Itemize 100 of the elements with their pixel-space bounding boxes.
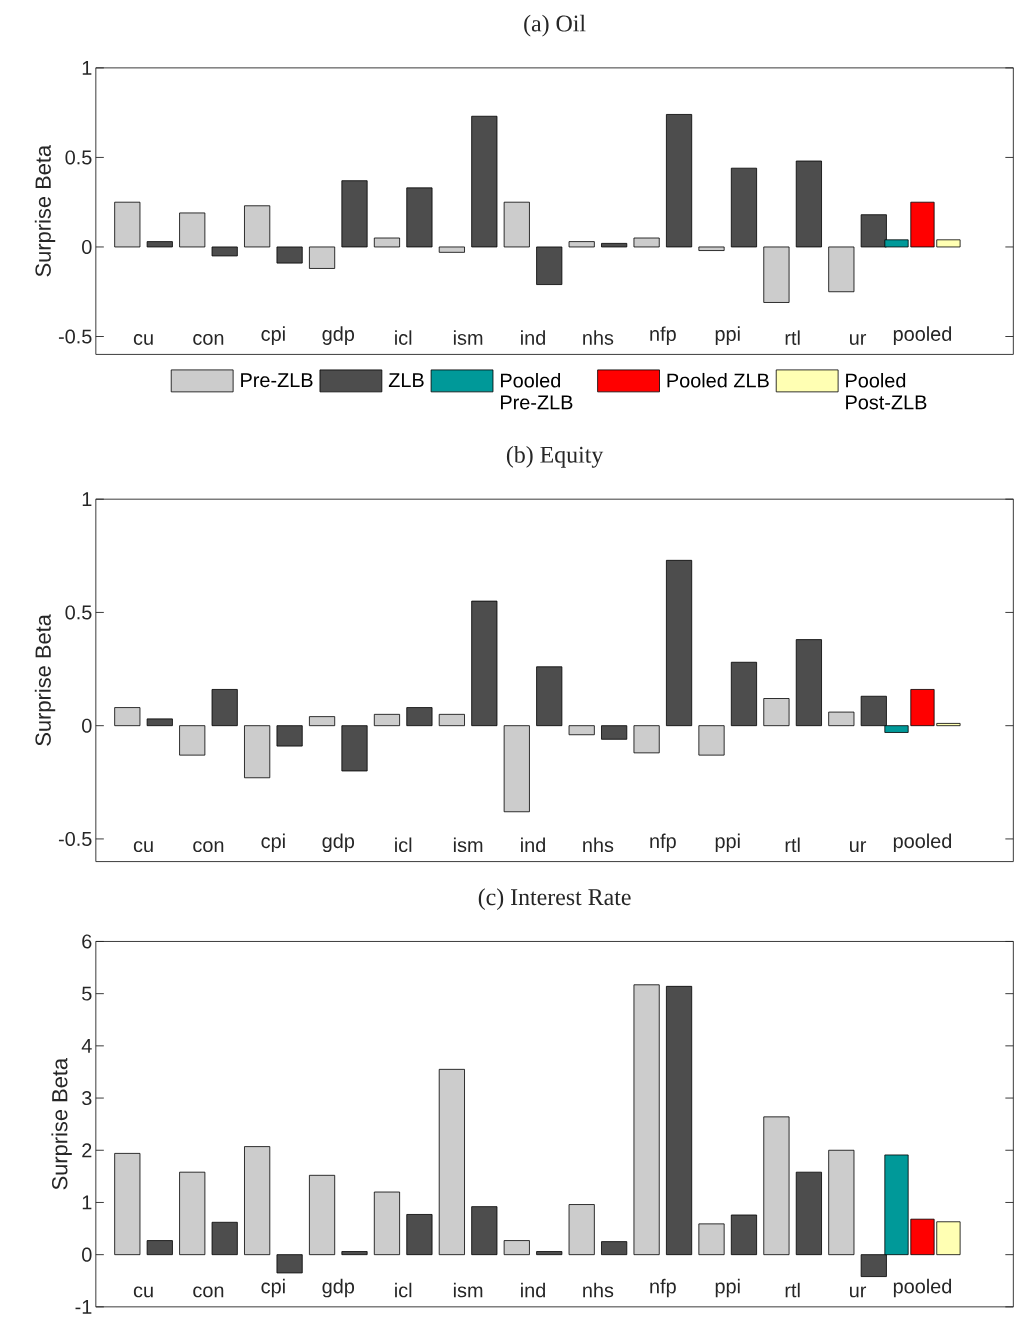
bar bbox=[146, 1240, 173, 1256]
y-tick-label: 1 bbox=[82, 61, 92, 75]
bar bbox=[373, 237, 400, 248]
x-tick-label: pooled bbox=[893, 1278, 951, 1298]
bar bbox=[633, 984, 660, 1256]
x-tick-label: cu bbox=[133, 1286, 153, 1298]
x-tick-label: gdp bbox=[322, 833, 354, 853]
bar bbox=[471, 600, 498, 727]
bar bbox=[179, 725, 206, 756]
x-tick-label: nfp bbox=[650, 833, 676, 853]
bar bbox=[179, 212, 206, 248]
x-tick-label: rtl bbox=[785, 1282, 800, 1298]
x-tick-label: nfp bbox=[650, 326, 676, 345]
legend-label: Pre-ZLB bbox=[240, 373, 313, 388]
y-tick-label: 1 bbox=[82, 492, 92, 507]
y-tick-label: 1 bbox=[82, 1195, 92, 1210]
x-tick-label: icl bbox=[394, 837, 412, 853]
bar bbox=[114, 201, 141, 248]
y-axis-title: Surprise Beta bbox=[34, 614, 56, 746]
y-tick-label: 0 bbox=[81, 239, 92, 254]
x-tick-label: icl bbox=[394, 330, 412, 345]
x-tick-label: pooled bbox=[893, 326, 951, 345]
x-tick-label: gdp bbox=[322, 326, 354, 345]
bar bbox=[243, 205, 271, 248]
bar bbox=[114, 707, 141, 727]
bar bbox=[243, 725, 271, 779]
y-tick-label: 0 bbox=[81, 1247, 92, 1262]
bar bbox=[795, 639, 822, 727]
bar bbox=[730, 167, 757, 248]
x-tick-label: nhs bbox=[583, 837, 614, 853]
y-axis-title: Surprise Beta bbox=[51, 1057, 72, 1190]
x-tick-label: nhs bbox=[583, 1282, 614, 1298]
legend-label: Pooled Post-ZLB bbox=[845, 372, 927, 410]
bar bbox=[406, 707, 433, 727]
bar bbox=[536, 666, 563, 727]
x-tick-label: ppi bbox=[715, 1278, 740, 1298]
x-tick-label: ism bbox=[453, 1282, 483, 1298]
bar bbox=[828, 1149, 855, 1256]
x-tick-label: nfp bbox=[650, 1278, 676, 1298]
bar bbox=[828, 246, 855, 293]
x-tick-label: icl bbox=[394, 1282, 412, 1298]
bar bbox=[763, 1116, 790, 1256]
x-tick-label: ur bbox=[849, 334, 866, 345]
bar bbox=[438, 1068, 465, 1256]
bar bbox=[341, 180, 368, 248]
bar bbox=[665, 985, 692, 1256]
bar bbox=[308, 246, 335, 269]
y-tick-label: -1 bbox=[75, 1300, 92, 1314]
y-tick-label: 6 bbox=[82, 934, 92, 949]
bar bbox=[568, 725, 595, 736]
bar bbox=[438, 713, 465, 727]
bar bbox=[600, 1241, 628, 1256]
x-tick-label: ur bbox=[849, 841, 866, 853]
x-tick-label: ind bbox=[520, 1282, 545, 1298]
x-tick-label: pooled bbox=[893, 833, 951, 853]
x-tick-label: con bbox=[193, 334, 224, 345]
bar bbox=[373, 713, 400, 727]
y-tick-label: 0.5 bbox=[65, 150, 92, 165]
bar bbox=[698, 246, 725, 251]
bar bbox=[276, 1254, 303, 1274]
legend-label: Pooled ZLB bbox=[667, 372, 769, 388]
bar bbox=[406, 1214, 433, 1256]
x-tick-label: cpi bbox=[261, 326, 285, 345]
bar bbox=[341, 1251, 368, 1256]
bar bbox=[179, 1171, 206, 1256]
x-tick-label: ppi bbox=[715, 326, 740, 345]
chart-title: (c) Interest Rate bbox=[478, 888, 631, 911]
legend-label: ZLB bbox=[388, 373, 424, 387]
y-tick-label: 4 bbox=[81, 1039, 92, 1053]
bar bbox=[795, 160, 822, 248]
x-tick-label: cu bbox=[133, 841, 153, 853]
x-tick-label: cpi bbox=[261, 833, 285, 853]
bar bbox=[600, 725, 628, 740]
x-tick-label: cpi bbox=[261, 1278, 285, 1298]
bar bbox=[600, 242, 628, 248]
x-tick-label: gdp bbox=[322, 1278, 354, 1298]
bar bbox=[633, 237, 660, 248]
x-tick-label: rtl bbox=[785, 330, 800, 345]
bar bbox=[211, 1221, 238, 1256]
bar bbox=[146, 241, 173, 248]
bar bbox=[406, 187, 433, 248]
x-tick-label: ind bbox=[520, 330, 545, 345]
bar bbox=[308, 716, 335, 727]
bar bbox=[503, 201, 530, 248]
x-tick-label: ism bbox=[453, 837, 483, 853]
bar bbox=[730, 1214, 757, 1256]
bar bbox=[763, 698, 790, 727]
bar bbox=[243, 1146, 271, 1256]
y-tick-label: 0.5 bbox=[65, 605, 92, 620]
bar bbox=[568, 241, 595, 248]
bar bbox=[730, 661, 757, 727]
y-tick-label: 0 bbox=[81, 718, 92, 733]
bar bbox=[276, 246, 303, 264]
x-tick-label: ur bbox=[849, 1286, 866, 1298]
bar bbox=[795, 1171, 822, 1256]
chart-title: (b) Equity bbox=[506, 446, 604, 468]
bar bbox=[114, 1152, 141, 1256]
y-axis-title: Surprise Beta bbox=[34, 144, 56, 277]
bar bbox=[568, 1204, 595, 1256]
x-tick-label: ind bbox=[520, 837, 545, 853]
